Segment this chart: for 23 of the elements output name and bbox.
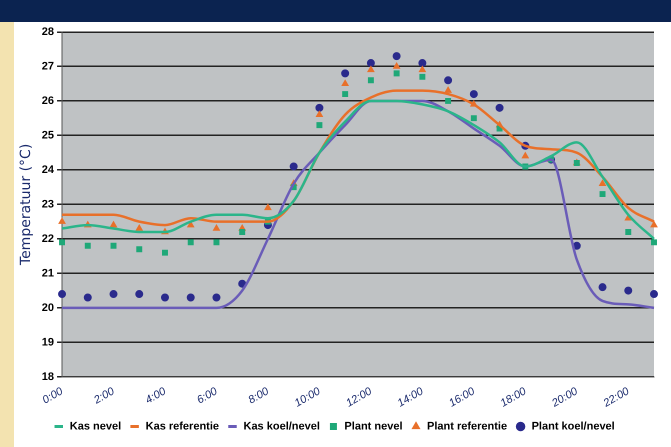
y-tick-label: 23	[42, 198, 54, 210]
legend-label: Kas referentie	[146, 420, 220, 433]
x-tick-label: 4:00	[143, 384, 169, 406]
y-tick-label: 20	[42, 302, 54, 314]
y-tick-label: 18	[42, 370, 54, 383]
legend-label: Kas nevel	[70, 420, 122, 433]
y-tick-label: 24	[42, 164, 55, 176]
x-tick-label: 6:00	[194, 384, 220, 406]
y-tick-label: 22	[42, 232, 54, 245]
legend-label: Plant koel/nevel	[532, 420, 615, 433]
x-tick-label: 8:00	[246, 384, 272, 406]
y-tick-label: 21	[42, 267, 54, 280]
legend-label: Kas koel/nevel	[244, 420, 320, 433]
y-tick-label: 19	[42, 336, 54, 348]
legend-label: Plant referentie	[427, 420, 508, 433]
x-tick-label: 2:00	[91, 384, 118, 407]
y-tick-label: 27	[42, 60, 54, 73]
x-tick-label: 0:00	[40, 384, 66, 406]
y-axis-title: Temperatuur (°C)	[18, 144, 34, 266]
y-tick-label: 25	[42, 129, 54, 142]
y-tick-label: 28	[42, 26, 54, 38]
y-tick-label: 26	[42, 94, 54, 107]
legend-label: Plant nevel	[344, 420, 403, 433]
